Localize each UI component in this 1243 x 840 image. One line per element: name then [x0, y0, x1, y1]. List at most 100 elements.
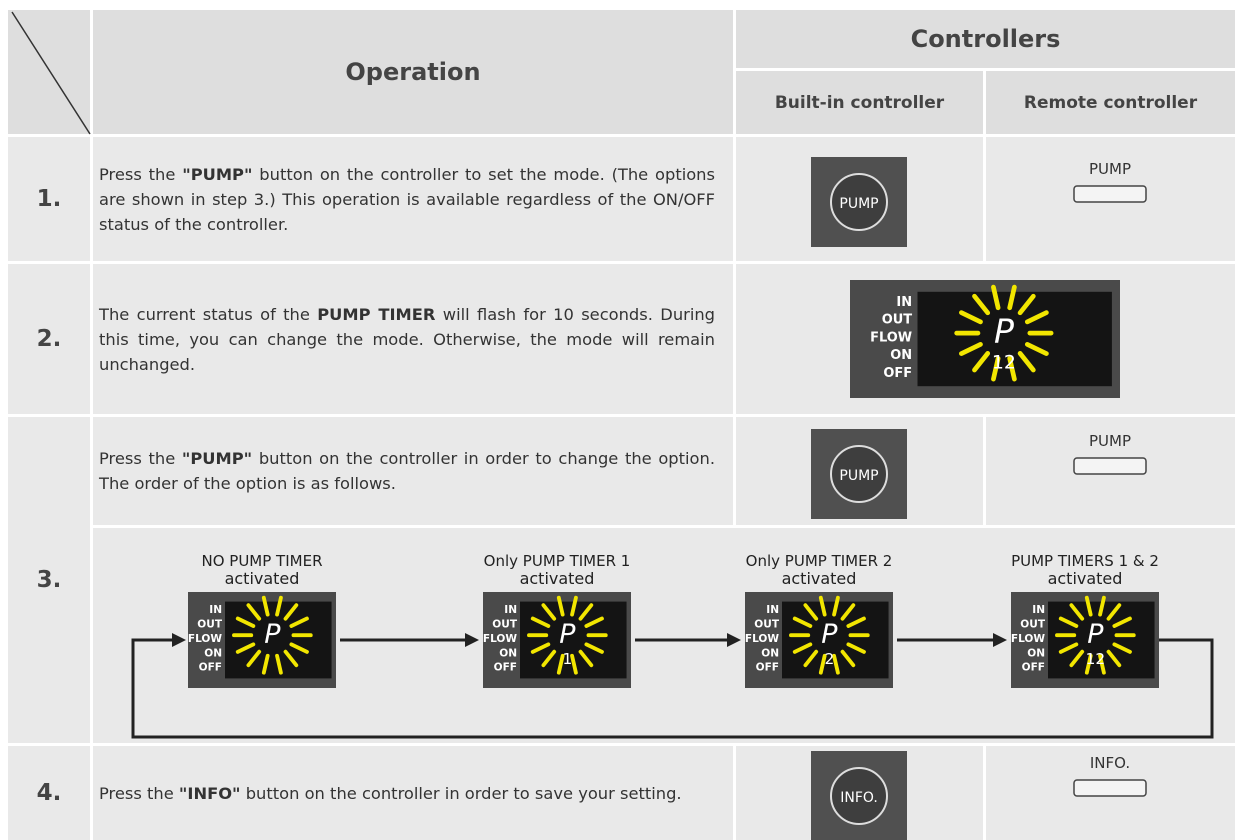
- flash-ray: [1084, 595, 1093, 617]
- flash-ray: [991, 284, 1001, 311]
- flash-ray: [959, 342, 983, 356]
- flash-ray: [246, 649, 262, 668]
- lcd-indicator: FLOW: [870, 330, 912, 345]
- flash-ray: [832, 653, 840, 675]
- operation-cell: Press the "INFO" button on the controlle…: [93, 746, 733, 840]
- lcd-indicator: IN: [209, 604, 222, 616]
- step-number: 1.: [36, 186, 62, 212]
- operation-text: Press the "INFO" button on the controlle…: [99, 781, 682, 806]
- arrow-head: [993, 633, 1007, 647]
- sequence-sublabel: activated: [225, 569, 300, 588]
- button-label: PUMP: [839, 468, 878, 484]
- flash-ray: [1017, 293, 1036, 316]
- lcd-indicator: OUT: [754, 619, 780, 631]
- flash-ray: [289, 616, 309, 628]
- step-number-cell: 1.: [8, 137, 90, 261]
- lcd-display: IN OUT FLOW ON OFF P12: [850, 280, 1120, 398]
- flash-ray: [972, 293, 991, 316]
- controller-button: [830, 767, 888, 825]
- flash-ray: [991, 356, 1001, 382]
- flash-ray: [275, 653, 283, 675]
- flash-ray: [1069, 603, 1085, 621]
- lcd-indicator: ON: [761, 647, 779, 659]
- arrow-head: [727, 633, 741, 647]
- text: Press the: [99, 783, 179, 803]
- flash-ray: [570, 595, 578, 617]
- text: Press the: [99, 449, 182, 468]
- lcd-display: IN OUT FLOW ON OFF P: [188, 592, 336, 688]
- flash-ray: [235, 642, 256, 654]
- text: will flash for 10 seconds. During this t…: [99, 304, 716, 374]
- lcd-mode: P: [264, 619, 281, 650]
- step-number-cell: 3.: [8, 417, 90, 743]
- lcd-indicator: IN: [766, 604, 779, 616]
- flash-ray: [578, 649, 594, 668]
- operation-text: Press the "PUMP" button on the controlle…: [99, 446, 715, 496]
- lcd-indicator: ON: [499, 647, 517, 659]
- flash-ray: [1007, 356, 1017, 382]
- remote-button-label: PUMP: [1089, 432, 1131, 450]
- arrow-head: [465, 633, 479, 647]
- sequence-sublabel: activated: [1048, 569, 1123, 588]
- lcd-mode: P: [559, 619, 576, 650]
- flash-ray: [832, 595, 840, 617]
- step-number: 4.: [36, 780, 62, 806]
- lcd-timer: 2: [824, 650, 834, 668]
- flash-ray: [584, 642, 604, 654]
- header-operation: Operation: [93, 10, 733, 134]
- flash-ray: [959, 310, 983, 325]
- flash-ray: [1106, 603, 1122, 621]
- flash-ray: [283, 649, 299, 668]
- remote-button-label: INFO.: [1090, 754, 1130, 772]
- flash-ray: [556, 653, 565, 675]
- sequence-label: NO PUMP TIMER: [201, 552, 322, 570]
- flash-ray: [1069, 649, 1085, 668]
- lcd-indicator: ON: [1027, 647, 1045, 659]
- flash-ray: [1098, 653, 1106, 675]
- lcd-indicator: OUT: [197, 619, 223, 631]
- lcd-indicator: OUT: [882, 313, 913, 328]
- flash-ray: [261, 595, 270, 617]
- remote-button: [1073, 185, 1147, 203]
- bold-text: PUMP TIMER: [317, 304, 436, 324]
- controller-button: [830, 173, 888, 231]
- arrow-head: [172, 633, 186, 647]
- lcd-indicator: OUT: [1020, 619, 1046, 631]
- flash-ray: [1024, 310, 1049, 325]
- bold-text: "PUMP": [182, 164, 253, 184]
- flash-ray: [541, 649, 557, 668]
- flash-ray: [846, 616, 866, 628]
- header-built-in: Built-in controller: [736, 71, 983, 134]
- lcd-mode: P: [1087, 619, 1104, 650]
- flash-ray: [846, 642, 866, 654]
- header-controllers: Controllers: [736, 10, 1235, 68]
- sequence-label: Only PUMP TIMER 2: [746, 552, 893, 570]
- lcd-indicator: OFF: [1022, 662, 1045, 674]
- step-number: 3.: [36, 567, 62, 593]
- lcd-indicator: ON: [204, 647, 222, 659]
- sequence-sublabel: activated: [520, 569, 595, 588]
- flash-ray: [275, 595, 283, 617]
- flash-ray: [235, 616, 256, 628]
- lcd-indicator: FLOW: [483, 633, 518, 645]
- flash-ray: [530, 616, 551, 628]
- flash-ray: [1007, 284, 1017, 311]
- text: button on the controller in order to cha…: [99, 449, 715, 493]
- flash-ray: [578, 603, 594, 621]
- flash-ray: [556, 595, 565, 617]
- sequence-label: Only PUMP TIMER 1: [484, 552, 631, 570]
- flash-ray: [1058, 642, 1079, 654]
- bold-text: "PUMP": [181, 449, 253, 468]
- lcd-display: IN OUT FLOW ON OFF P1: [483, 592, 631, 688]
- button-label: INFO.: [840, 790, 878, 806]
- corner-diagonal: [11, 11, 91, 135]
- remote-button: [1073, 779, 1147, 797]
- lcd-indicator: OFF: [883, 366, 912, 381]
- sequence-label: PUMP TIMERS 1 & 2: [1011, 552, 1159, 570]
- flash-ray: [541, 603, 557, 621]
- operation-cell: The current status of the PUMP TIMER wil…: [93, 264, 733, 414]
- flash-ray: [792, 616, 813, 628]
- flash-ray: [818, 653, 827, 675]
- header-remote: Remote controller: [986, 71, 1235, 134]
